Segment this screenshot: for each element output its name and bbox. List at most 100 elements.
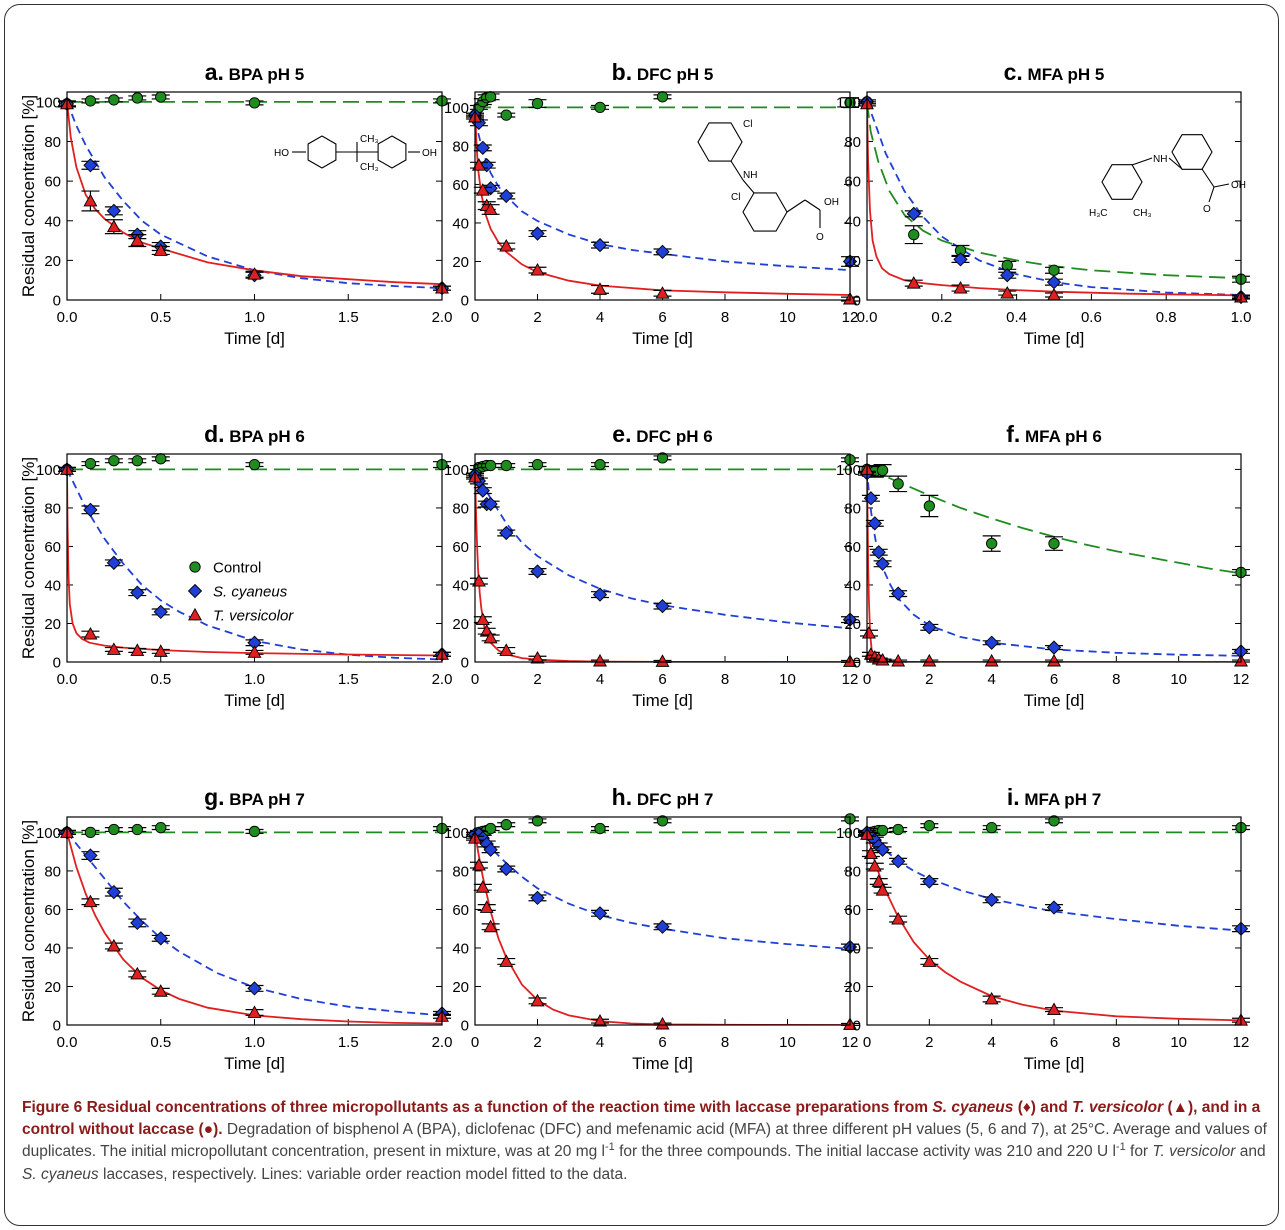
data-point-tv [891,911,906,925]
data-point-control [923,820,935,832]
x-tick-label: 4 [596,309,604,326]
y-axis-label: Residual concentration [%] [19,457,38,659]
fit-line-tv [67,469,442,657]
y-tick-label: 60 [844,902,861,919]
data-point-sc [867,516,882,531]
data-point-sc [922,620,937,635]
y-tick-label: 100 [444,462,469,479]
x-tick-label: 4 [596,1034,604,1051]
structure-atom-label: NH [743,170,757,181]
data-point-sc [592,906,608,921]
data-point-control [594,822,606,835]
data-point-control [656,815,669,827]
data-point-tv [655,1016,670,1030]
panel-title: e. DFC pH 6 [612,421,712,447]
data-point-sc [83,502,98,517]
y-tick-label: 60 [452,177,469,194]
y-tick-label: 100 [836,462,861,479]
panel-title: h. DFC pH 7 [612,784,714,810]
x-axis-label: Time [d] [224,1054,285,1073]
caption-title-3: (♦) and [1013,1099,1073,1116]
data-point-sc [106,203,122,218]
y-tick-label: 20 [844,979,861,996]
data-point-sc [655,599,670,614]
fit-line-tv [67,101,442,286]
data-point-control [108,94,120,106]
data-point-sc [1000,268,1015,283]
y-tick-label: 40 [844,940,861,957]
x-tick-label: 1.5 [338,1034,359,1051]
panel-title-text: BPA pH 6 [225,427,305,446]
data-point-sc [875,556,890,571]
y-tick-label: 0 [853,293,861,310]
x-tick-label: 0.8 [1156,309,1177,326]
panel-title: c. MFA pH 5 [1004,59,1105,85]
panel-title-text: DFC pH 5 [632,65,713,84]
data-point-control [131,92,143,104]
data-point-sc [1046,900,1062,915]
data-point-tv [483,202,498,215]
panel-title-text: BPA pH 5 [224,65,304,84]
caption-body-6: S. cyaneus [22,1166,99,1183]
data-point-tv [984,653,999,667]
x-tick-label: 2.0 [432,309,453,326]
data-point-control [248,825,261,838]
structure-atom-label: CH₃ [360,134,379,145]
data-point-tv [530,993,545,1007]
data-point-sc [499,861,514,877]
panel-title-text: MFA pH 7 [1020,790,1102,809]
x-tick-label: 2.0 [432,671,453,688]
caption-title-5: (▲), and in a control without laccase (●… [22,1099,1261,1138]
y-tick-label: 40 [844,577,861,594]
structure-atom-label: O [1203,204,1211,215]
x-tick-label: 12 [1233,671,1250,688]
x-tick-label: 0.5 [150,309,171,326]
data-point-control [500,459,512,472]
data-point-tv [875,883,890,896]
data-point-control [531,815,544,827]
panel-letter: a. [205,59,224,85]
data-point-control [108,455,120,467]
data-point-tv [861,625,876,639]
panel-title-text: BPA pH 7 [225,790,305,809]
y-tick-label: 20 [452,979,469,996]
data-point-sc [153,604,168,620]
data-point-tv [153,984,168,997]
data-point-control [1048,264,1060,276]
y-tick-label: 20 [452,254,469,271]
data-point-sc [499,188,514,204]
data-point-control [155,453,167,465]
y-tick-label: 40 [44,213,61,230]
y-tick-label: 80 [452,863,469,880]
data-point-control [84,95,97,107]
fit-line-tv [867,101,1241,297]
x-tick-label: 2 [533,1034,541,1051]
legend-marker-tv [188,607,202,621]
x-tick-label: 12 [842,309,859,326]
data-point-control [248,97,261,109]
data-point-tv [922,954,937,967]
data-point-tv [106,938,121,952]
panel-i: i. MFA pH 7 0 20 40 60 80 100 0 2 4 6 8 10 12 Time [d] [836,784,1250,1073]
data-point-sc [106,555,122,570]
panel-letter: f. [1006,421,1020,447]
x-tick-label: 12 [842,1034,859,1051]
data-point-control [84,826,97,839]
panel-letter: h. [612,784,632,810]
fit-line-sc [67,469,442,661]
fit-line-tv [475,107,850,296]
data-point-tv [475,880,490,893]
caption-body-1: Degradation of bisphenol A (BPA), diclof… [22,1121,1267,1160]
data-point-sc [499,525,514,541]
x-axis-label: Time [d] [632,1054,693,1073]
x-tick-label: 8 [721,1034,729,1051]
x-tick-label: 2 [533,309,541,326]
x-tick-label: 4 [596,671,604,688]
x-tick-label: 0.0 [57,1034,78,1051]
data-point-control [892,823,904,836]
structure-atom-label: CH₃ [1133,208,1152,219]
x-tick-label: 2 [925,671,933,688]
data-point-sc [153,931,168,946]
plot-frame [66,91,443,301]
